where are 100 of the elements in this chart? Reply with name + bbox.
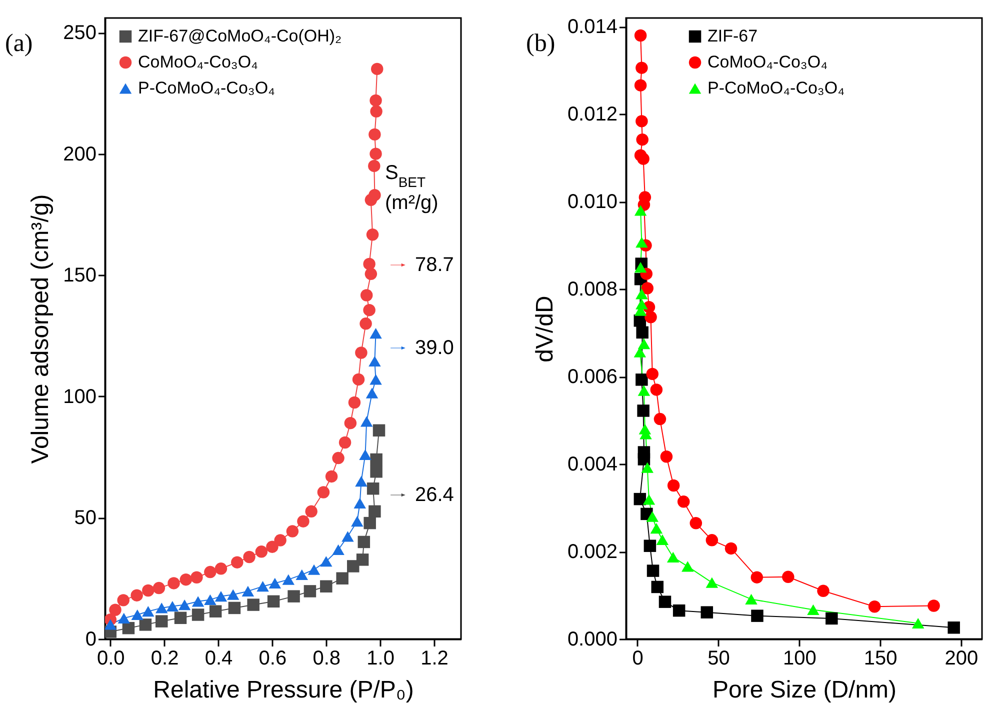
point: [355, 476, 368, 487]
point: [370, 94, 382, 107]
point: [637, 152, 650, 165]
point: [642, 494, 656, 505]
annotation: 26.4: [415, 484, 454, 506]
point: [638, 338, 650, 350]
point: [364, 268, 378, 280]
point: [636, 288, 648, 300]
y-tick-label: 0.002: [567, 541, 618, 564]
point: [372, 424, 386, 437]
point: [118, 612, 130, 624]
point: [636, 62, 648, 74]
point: [308, 564, 320, 575]
point: [370, 328, 382, 339]
x-tick-label: 1.0: [366, 648, 394, 670]
point: [336, 572, 348, 584]
point: [636, 133, 648, 146]
point: [782, 570, 794, 584]
point: [109, 604, 122, 616]
x-axis-title: Pore Size (D/nm): [712, 676, 897, 704]
x-tick-label: 0.6: [258, 648, 287, 670]
annotation: 39.0: [415, 337, 454, 359]
x-tick-label: 1.2: [420, 648, 448, 670]
point: [348, 396, 361, 409]
annotation: (m²/g): [385, 192, 438, 214]
point: [192, 608, 204, 621]
point: [214, 562, 228, 575]
point: [656, 534, 669, 546]
point: [180, 573, 192, 586]
point: [660, 450, 673, 463]
point: [190, 571, 203, 584]
point: [368, 356, 381, 367]
point: [644, 311, 657, 324]
point: [168, 577, 180, 590]
point: [256, 581, 269, 592]
point: [868, 600, 881, 613]
point: [368, 188, 381, 202]
point: [266, 540, 278, 553]
point: [274, 534, 286, 546]
y-axis-title: Volume adsorped (cm³/g): [27, 194, 54, 464]
point: [636, 115, 648, 128]
legend-label: ZIF-67: [708, 26, 758, 46]
x-tick-label: 0.4: [204, 648, 233, 670]
point: [366, 388, 378, 398]
point: [325, 470, 338, 483]
point: [650, 384, 663, 396]
point: [142, 606, 154, 617]
point: [286, 525, 299, 538]
point: [636, 298, 648, 310]
point: [750, 571, 764, 584]
point: [368, 505, 381, 518]
point: [636, 237, 648, 248]
point: [912, 618, 924, 629]
point: [654, 412, 666, 426]
point: [638, 385, 650, 396]
x-tick-label: 50: [708, 648, 730, 670]
point: [358, 536, 370, 548]
y-tick-label: 0.008: [567, 278, 618, 301]
point: [646, 368, 658, 380]
point: [288, 590, 300, 602]
point: [355, 346, 368, 359]
annotation: S$_{BET}$: [385, 162, 426, 190]
point: [344, 416, 357, 430]
point: [641, 462, 654, 473]
point: [817, 584, 830, 598]
point: [636, 374, 648, 386]
point: [139, 618, 152, 631]
point: [156, 602, 168, 614]
point: [928, 600, 940, 612]
y-tick-label: 0.004: [567, 454, 618, 476]
point: [745, 594, 758, 605]
point: [346, 560, 360, 572]
point: [332, 452, 344, 464]
point: [131, 609, 144, 620]
point: [706, 577, 718, 588]
point: [370, 465, 382, 478]
point: [204, 566, 216, 578]
point: [634, 205, 647, 216]
point: [807, 604, 820, 615]
point: [332, 544, 344, 556]
y-tick-label: 50: [74, 507, 96, 530]
y-axis-title: dV/dD: [531, 296, 558, 362]
point: [751, 610, 764, 622]
y-tick-label: 100: [63, 386, 96, 408]
point: [658, 596, 672, 608]
point: [368, 128, 381, 141]
point: [667, 479, 680, 492]
point: [948, 622, 960, 634]
y-tick-label: 0.006: [567, 366, 618, 388]
point: [644, 540, 656, 552]
point: [651, 580, 664, 594]
point: [634, 262, 647, 273]
point: [360, 318, 372, 330]
point: [296, 569, 308, 580]
x-tick-label: 100: [782, 648, 816, 670]
point: [242, 586, 254, 597]
point: [638, 198, 650, 211]
point: [826, 612, 838, 625]
point: [320, 556, 332, 567]
point: [366, 482, 380, 495]
